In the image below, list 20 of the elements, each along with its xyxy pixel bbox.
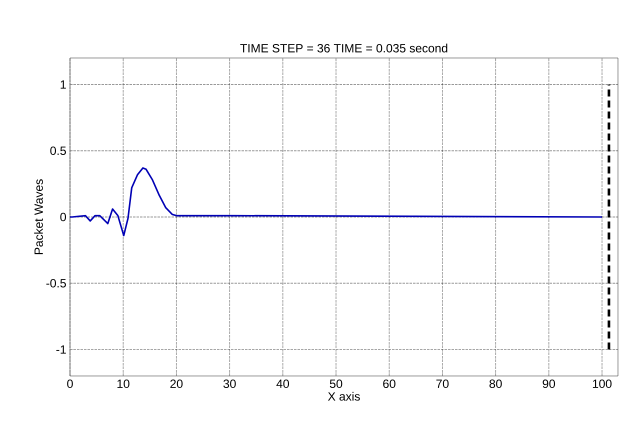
chart-title: TIME STEP = 36 TIME = 0.035 second (240, 44, 448, 52)
y-tick-label: 0 (60, 212, 66, 222)
x-tick-label: 80 (489, 380, 502, 388)
x-axis-title: X axis (328, 392, 360, 401)
x-tick-label: 0 (67, 380, 73, 388)
y-axis-title: Packet Waves (34, 179, 43, 254)
x-tick-label: 50 (330, 380, 342, 388)
x-tick-label: 60 (383, 380, 396, 388)
y-tick-label: -1 (56, 345, 66, 354)
line-series (70, 167, 603, 236)
x-tick-label: 100 (592, 380, 612, 388)
x-tick-label: 30 (223, 380, 236, 388)
y-tick-label: -0.5 (46, 278, 66, 288)
y-tick-label: 1 (60, 80, 66, 89)
y-tick-label: 0.5 (50, 146, 66, 155)
x-tick-label: 40 (276, 380, 290, 388)
x-tick-label: 10 (117, 380, 130, 388)
x-tick-label: 70 (436, 380, 449, 388)
x-tick-label: 90 (542, 380, 556, 388)
x-tick-label: 20 (170, 380, 183, 388)
